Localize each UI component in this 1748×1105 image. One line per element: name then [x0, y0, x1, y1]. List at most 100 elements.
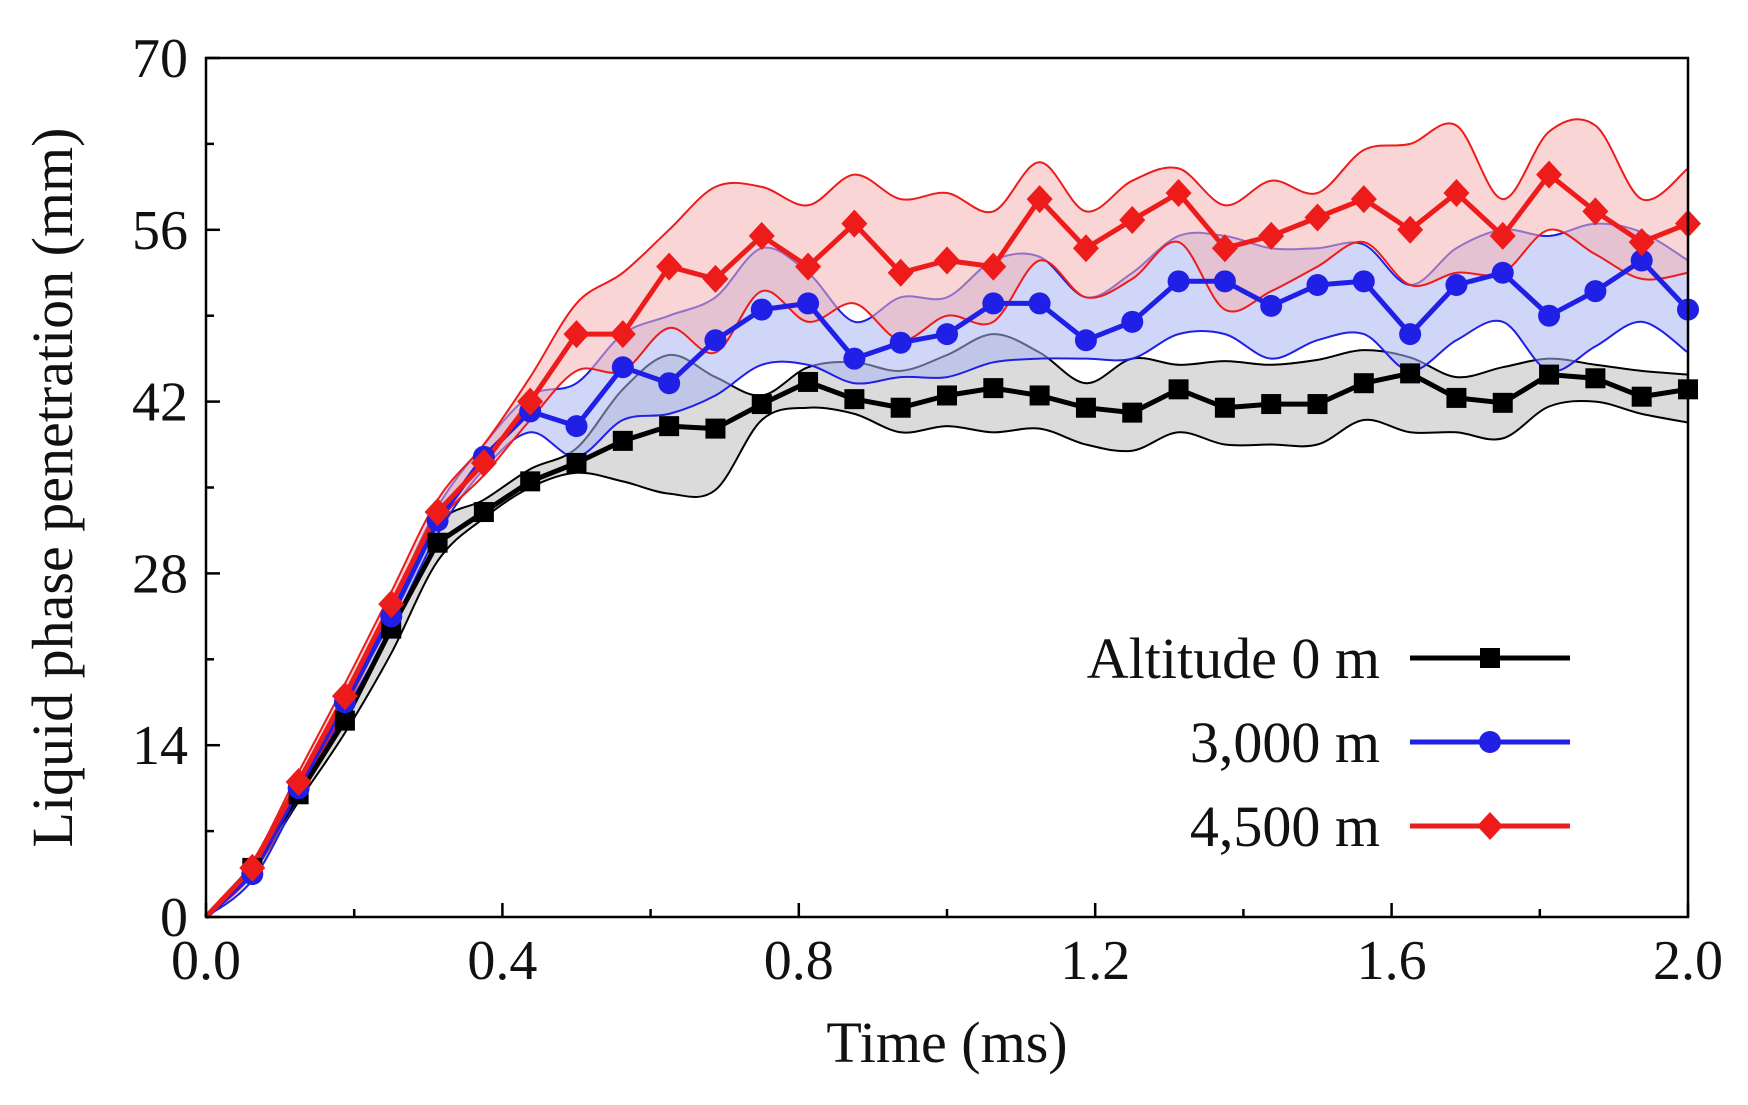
data-point-1-10 — [659, 416, 680, 437]
data-point-1-24 — [1307, 394, 1328, 415]
series-markers — [239, 160, 1701, 886]
data-point-3-29 — [1536, 160, 1563, 189]
band-lower-edge-2 — [205, 319, 1689, 918]
legend-marker-2 — [1479, 731, 1501, 753]
legend-marker-3 — [1477, 812, 1503, 840]
series-line-1 — [204, 370, 1689, 919]
data-point-3-5 — [424, 498, 451, 527]
data-point-3-22 — [1211, 234, 1238, 263]
legend-label-3: 4,500 m — [1190, 794, 1380, 859]
data-point-3-14 — [841, 209, 868, 238]
data-point-1-14 — [844, 389, 865, 410]
data-point-3-15 — [887, 258, 914, 287]
data-point-2-27 — [1445, 274, 1468, 297]
data-point-3-2 — [285, 768, 312, 797]
data-point-3-24 — [1304, 203, 1331, 232]
data-point-3-4 — [378, 590, 405, 619]
data-point-2-17 — [982, 292, 1005, 315]
data-point-2-28 — [1491, 261, 1514, 284]
y-tick-label: 56 — [132, 200, 188, 262]
band-2 — [206, 223, 1688, 918]
data-point-3-19 — [1072, 234, 1099, 263]
data-point-3-10 — [656, 252, 683, 281]
data-point-3-27 — [1443, 178, 1470, 207]
legend-label-2: 3,000 m — [1190, 710, 1380, 775]
data-point-2-20 — [1121, 310, 1144, 333]
y-tick-label: 70 — [132, 28, 188, 90]
data-point-2-19 — [1074, 329, 1097, 352]
data-point-3-8 — [563, 320, 590, 349]
data-point-2-10 — [658, 372, 681, 395]
x-tick-label: 1.6 — [1357, 930, 1427, 992]
x-tick-label: 0.4 — [467, 930, 537, 992]
data-point-1-13 — [798, 371, 819, 392]
data-point-1-28 — [1492, 392, 1513, 413]
data-point-1-11 — [705, 418, 726, 439]
x-axis-ticks: 0.0 0.4 0.8 1.2 1.6 2.0 — [171, 903, 1723, 992]
data-point-3-6 — [470, 448, 497, 477]
band-3 — [206, 119, 1688, 917]
data-point-2-12 — [750, 298, 773, 321]
data-point-3-28 — [1489, 221, 1516, 250]
data-point-2-25 — [1352, 270, 1375, 293]
legend-label-1: Altitude 0 m — [1087, 626, 1380, 691]
data-point-2-24 — [1306, 274, 1329, 297]
data-point-3-13 — [795, 252, 822, 281]
data-point-1-23 — [1261, 394, 1282, 415]
data-point-2-23 — [1260, 294, 1283, 317]
data-point-1-12 — [751, 394, 772, 415]
data-point-1-9 — [612, 430, 633, 451]
data-point-2-14 — [843, 347, 866, 370]
band-1 — [206, 334, 1688, 918]
data-point-3-12 — [748, 221, 775, 250]
data-point-3-31 — [1628, 228, 1655, 257]
data-point-1-20 — [1122, 402, 1143, 423]
data-point-1-27 — [1446, 387, 1467, 408]
x-tick-label: 1.2 — [1060, 930, 1130, 992]
band-lower-edge-1 — [205, 400, 1689, 918]
data-point-3-18 — [1026, 185, 1053, 214]
legend-marker-1 — [1480, 648, 1500, 668]
data-point-1-29 — [1539, 364, 1560, 385]
x-axis-label: Time (ms) — [826, 1010, 1067, 1075]
y-axis-ticks: 0 14 28 42 56 70 — [132, 28, 220, 949]
y-axis-label: Liquid phase penetration (mm) — [20, 128, 85, 848]
data-point-3-7 — [517, 387, 544, 416]
data-point-2-26 — [1399, 323, 1422, 346]
data-point-1-5 — [427, 532, 448, 553]
data-point-3-17 — [980, 252, 1007, 281]
data-point-1-8 — [566, 452, 587, 473]
data-point-2-9 — [611, 356, 634, 379]
data-point-3-30 — [1582, 197, 1609, 226]
data-point-2-11 — [704, 329, 727, 352]
data-point-3-3 — [331, 682, 358, 711]
band-upper-edge-3 — [205, 118, 1689, 918]
data-point-3-20 — [1119, 205, 1146, 234]
legend: Altitude 0 m 3,000 m 4,500 m — [1087, 626, 1570, 859]
y-tick-label: 14 — [132, 715, 188, 777]
data-point-1-6 — [473, 502, 494, 523]
data-point-1-7 — [520, 471, 541, 492]
x-tick-label: 0.8 — [764, 930, 834, 992]
data-point-1-3 — [334, 710, 355, 731]
data-point-1-21 — [1168, 379, 1189, 400]
y-tick-label: 42 — [132, 372, 188, 434]
data-point-2-21 — [1167, 270, 1190, 293]
data-point-3-1 — [239, 853, 266, 882]
data-point-3-21 — [1165, 178, 1192, 207]
data-point-3-9 — [609, 320, 636, 349]
data-point-2-30 — [1584, 280, 1607, 303]
data-point-2-15 — [889, 331, 912, 354]
data-point-1-18 — [1029, 385, 1050, 406]
data-point-1-16 — [937, 385, 957, 406]
data-point-1-30 — [1585, 368, 1606, 389]
data-point-1-15 — [890, 397, 911, 418]
data-point-2-8 — [565, 415, 588, 438]
data-point-3-11 — [702, 264, 729, 293]
y-tick-label: 28 — [132, 543, 188, 605]
data-point-2-16 — [936, 323, 958, 346]
data-point-2-22 — [1213, 270, 1236, 293]
data-point-2-29 — [1538, 304, 1561, 327]
data-point-1-19 — [1075, 397, 1096, 418]
data-point-2-31 — [1630, 249, 1653, 272]
